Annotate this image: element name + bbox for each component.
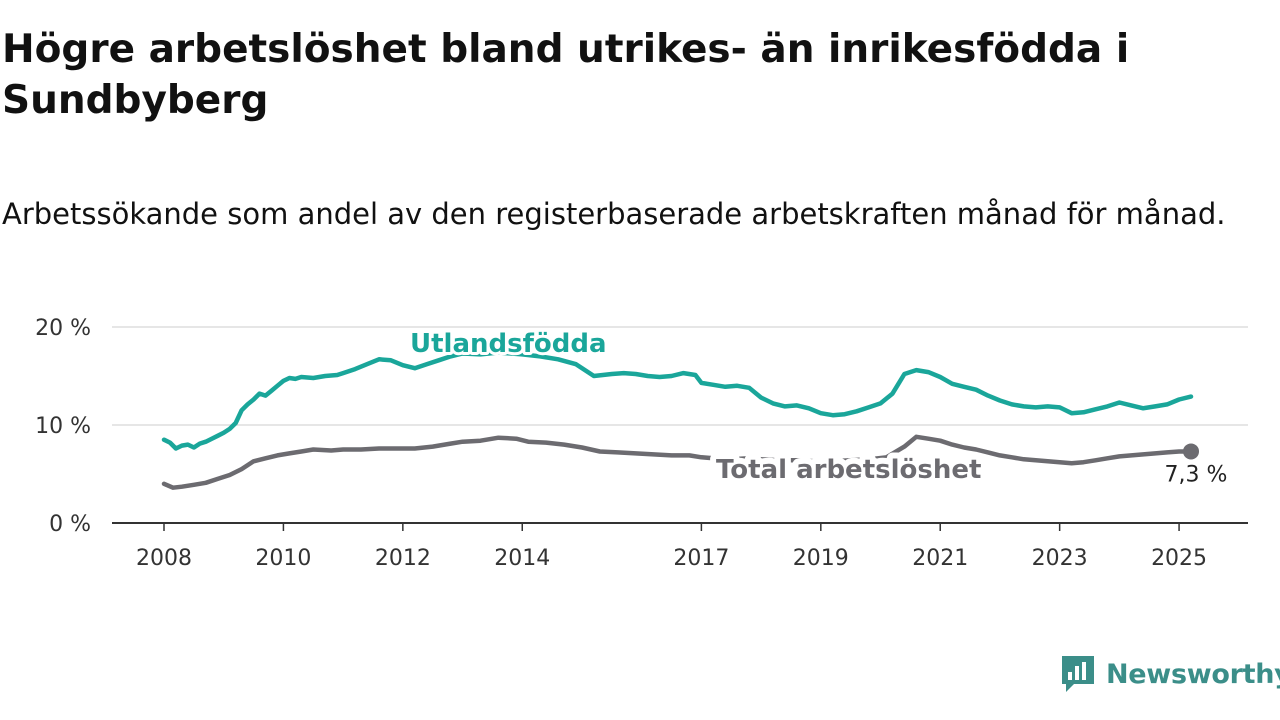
x-tick-label: 2019 [793,546,849,571]
x-tick-label: 2023 [1032,546,1088,571]
line-chart: 0 % 10 % 20 % 2008 2010 2012 2014 2017 2019 2021… [35,316,1248,571]
x-tick-label: 2017 [673,546,729,571]
series-line-total [161,434,1194,490]
series-label-total: Total arbetslöshet [716,455,981,485]
x-axis-ticks: 2008 2010 2012 2014 2017 2019 2021 2023 2025 [136,523,1207,571]
series-lines [161,350,1194,490]
y-tick-label: 10 % [35,414,91,439]
series-label-utlandsfodda: Utlandsfödda [410,329,607,359]
y-tick-label: 20 % [35,316,91,341]
x-tick-label: 2012 [375,546,431,571]
y-tick-label: 0 % [49,512,91,537]
end-value-label: 7,3 % [1165,462,1228,487]
x-tick-label: 2008 [136,546,192,571]
end-point-marker [1183,443,1200,460]
page-title: Högre arbetslöshet bland utrikes- än inr… [2,27,1130,123]
series-line-utlandsfodda [161,350,1194,451]
gridlines [112,326,1248,524]
brand-logo: Newsworthy [1060,654,1280,694]
x-tick-label: 2014 [494,546,550,571]
series-labels: Utlandsfödda Total arbetslöshet 7,3 % [407,326,1228,491]
y-axis-ticks: 0 % 10 % 20 % [35,316,91,537]
x-tick-label: 2010 [255,546,311,571]
newsworthy-logo-icon [1062,656,1094,692]
x-tick-label: 2025 [1151,546,1207,571]
page-subtitle: Arbetssökande som andel av den registerb… [2,197,1226,231]
brand-name: Newsworthy [1106,658,1280,690]
x-tick-label: 2021 [912,546,968,571]
